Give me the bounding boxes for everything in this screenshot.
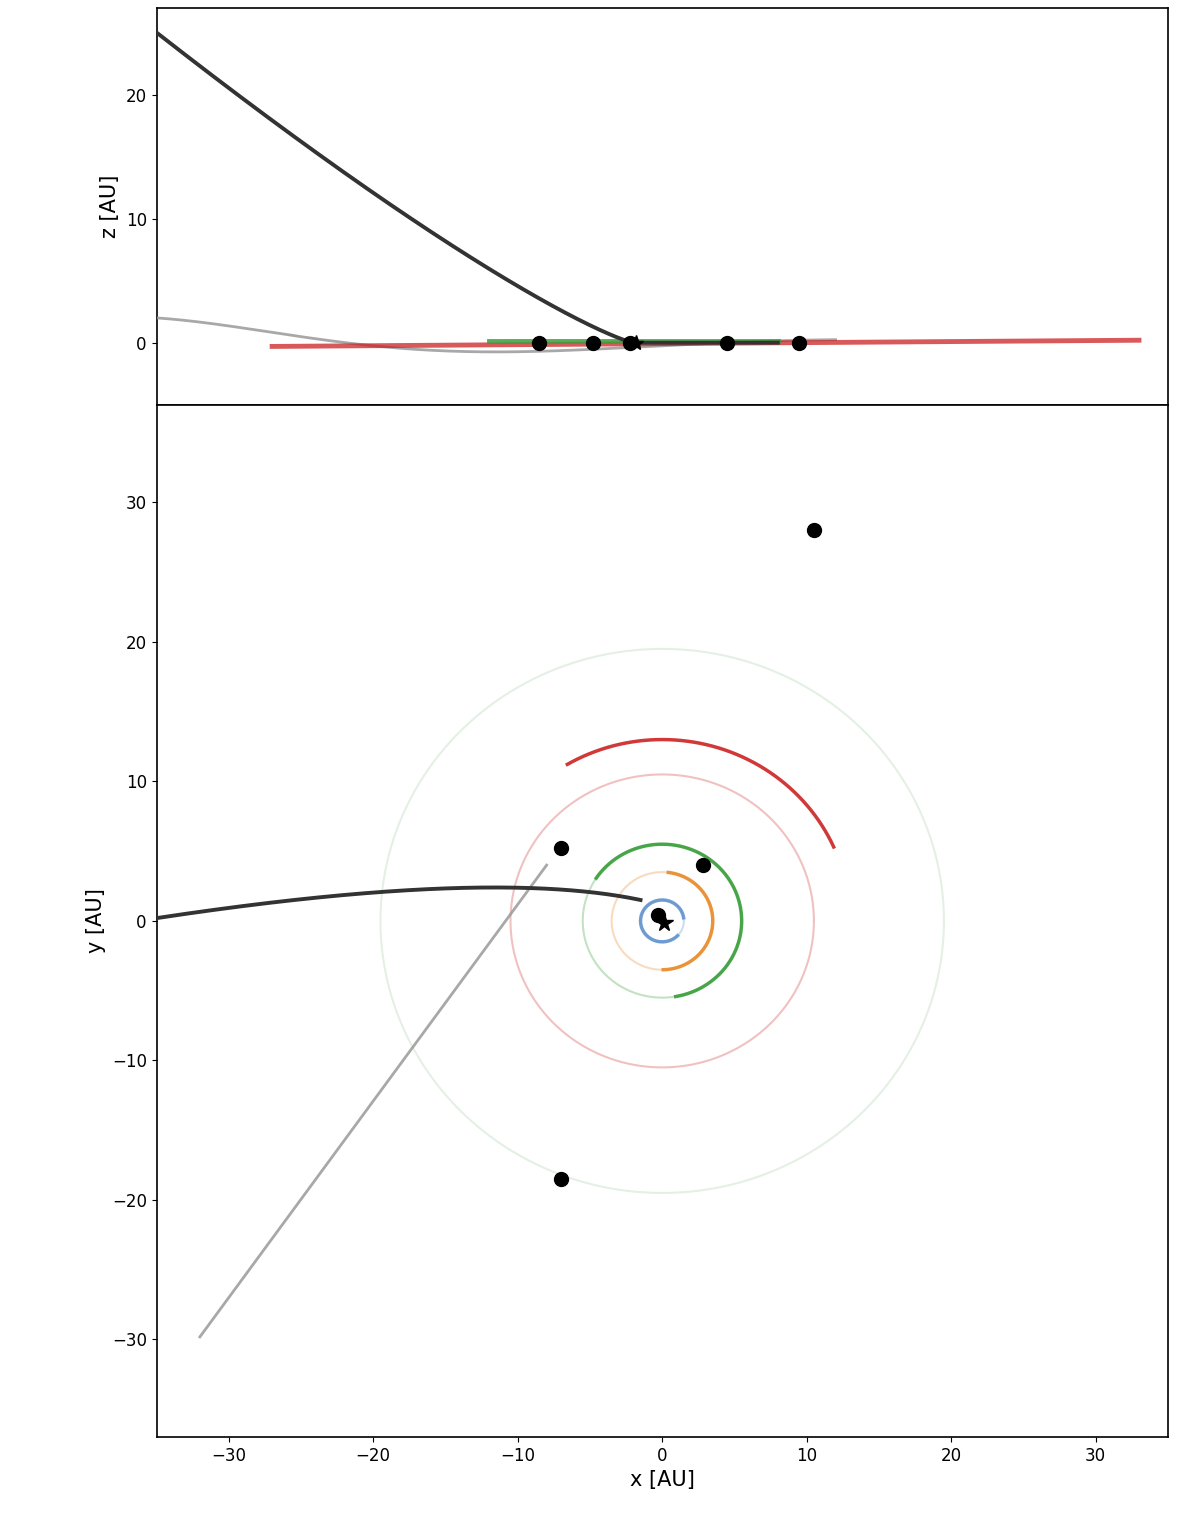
Y-axis label: z [AU]: z [AU] (100, 175, 120, 238)
Y-axis label: y [AU]: y [AU] (87, 888, 106, 953)
X-axis label: x [AU]: x [AU] (630, 1471, 695, 1491)
